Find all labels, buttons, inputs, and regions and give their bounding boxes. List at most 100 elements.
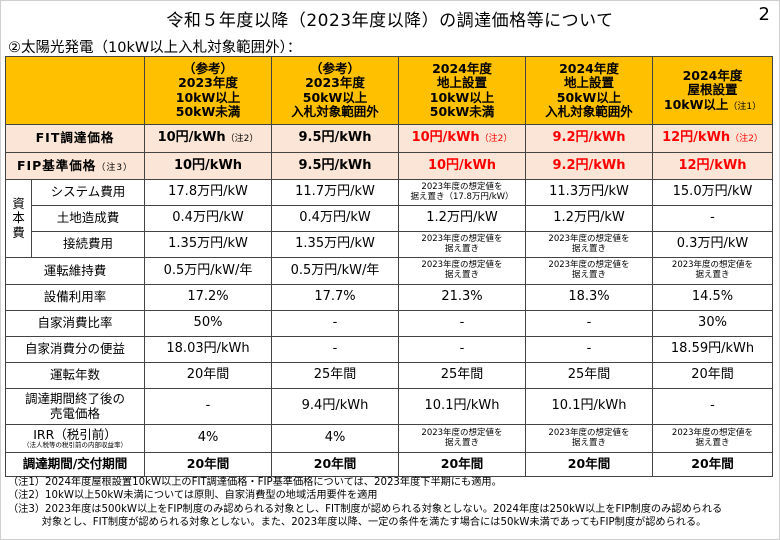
self-consumption-benefit-row: 自家消費分の便益 18.03円/kWh - - - 18.59円/kWh bbox=[5, 336, 773, 363]
period-cell: 20年間 bbox=[398, 452, 526, 477]
column-header-2024-ground-small: 2024年度 地上設置 10kW以上 50kW未満 bbox=[398, 56, 526, 125]
om-cost-cell: 2023年度の想定値を 据え置き bbox=[525, 257, 653, 285]
land-cost-cell: 1.2万円/kW bbox=[525, 205, 653, 232]
connection-cost-cell: 1.35万円/kW bbox=[144, 231, 272, 258]
connection-cost-cell: 2023年度の想定値を 据え置き bbox=[525, 231, 653, 258]
column-header-2023-small: （参考） 2023年度 10kW以上 50kW未満 bbox=[144, 56, 272, 125]
irr-cell: 4% bbox=[144, 424, 272, 453]
om-cost-label: 運転維持費 bbox=[5, 257, 145, 285]
capacity-factor-label: 設備利用率 bbox=[5, 284, 145, 311]
om-cost-cell: 0.5万円/kW/年 bbox=[144, 257, 272, 285]
system-cost-cell: 15.0万円/kW bbox=[652, 179, 773, 206]
system-cost-label: システム費用 bbox=[31, 179, 145, 206]
irr-cell: 4% bbox=[271, 424, 399, 453]
operating-years-cell: 20年間 bbox=[144, 362, 272, 389]
system-cost-row: 資本費 システム費用 17.8万円/kW 11.7万円/kW 2023年度の想定… bbox=[5, 179, 773, 258]
operating-years-label: 運転年数 bbox=[5, 362, 145, 389]
post-period-price-row: 調達期間終了後の 売電価格 - 9.4円/kWh 10.1円/kWh 10.1円/… bbox=[5, 388, 773, 425]
capital-cost-group-label: 資本費 bbox=[5, 179, 32, 258]
om-cost-cell: 2023年度の想定値を 据え置き bbox=[652, 257, 773, 285]
fit-price-cell: 9.2円/kWh bbox=[525, 124, 653, 153]
land-cost-cell: 0.4万円/kW bbox=[144, 205, 272, 232]
land-cost-cell: 0.4万円/kW bbox=[271, 205, 399, 232]
post-period-price-cell: - bbox=[144, 388, 272, 425]
self-consumption-ratio-cell: - bbox=[271, 310, 399, 337]
post-period-price-cell: 9.4円/kWh bbox=[271, 388, 399, 425]
footnotes: （注1）2024年度屋根設置10kW以上のFIT調達価格・FIP基準価格について… bbox=[8, 476, 773, 530]
land-cost-label: 土地造成費 bbox=[31, 205, 145, 232]
page-number: 2 bbox=[758, 4, 770, 25]
self-consumption-ratio-cell: - bbox=[398, 310, 526, 337]
post-period-price-cell: - bbox=[652, 388, 773, 425]
self-consumption-benefit-cell: 18.03円/kWh bbox=[144, 336, 272, 363]
footnote-1: （注1）2024年度屋根設置10kW以上のFIT調達価格・FIP基準価格について… bbox=[8, 477, 502, 488]
fip-price-cell: 10円/kWh bbox=[144, 152, 272, 180]
header-corner bbox=[5, 56, 145, 125]
self-consumption-benefit-cell: 18.59円/kWh bbox=[652, 336, 773, 363]
self-consumption-ratio-cell: - bbox=[525, 310, 653, 337]
fip-price-cell: 10円/kWh bbox=[398, 152, 526, 180]
footnote-3: （注3）2023年度は500kW以上をFIP制度のみ認められる対象とし、FIT制… bbox=[8, 503, 723, 515]
capacity-factor-cell: 21.3% bbox=[398, 284, 526, 311]
system-cost-cell: 2023年度の想定値を 据え置き（17.8万円/kW） bbox=[398, 179, 526, 206]
fip-price-cell: 9.2円/kWh bbox=[525, 152, 653, 180]
self-consumption-ratio-row: 自家消費比率 50% - - - 30% bbox=[5, 310, 773, 337]
capacity-factor-row: 設備利用率 17.2% 17.7% 21.3% 18.3% 14.5% bbox=[5, 284, 773, 311]
fit-price-cell: 10円/kWh（注2） bbox=[398, 124, 526, 153]
irr-cell: 2023年度の想定値を 据え置き bbox=[652, 424, 773, 453]
period-label: 調達期間/交付期間 bbox=[5, 452, 145, 477]
section-subtitle: ②太陽光発電（10kW以上入札対象範囲外）： bbox=[8, 40, 302, 56]
capacity-factor-cell: 17.2% bbox=[144, 284, 272, 311]
column-header-2024-ground-large: 2024年度 地上設置 50kW以上 入札対象範囲外 bbox=[525, 56, 653, 125]
tariff-table: （参考） 2023年度 10kW以上 50kW未満 （参考） 2023年度 50kW以上入… bbox=[5, 56, 773, 477]
om-cost-row: 運転維持費 0.5万円/kW/年 0.5万円/kW/年 2023年度の想定値を据… bbox=[5, 257, 773, 285]
footnote-2: （注2）10kW以上50kW未満については原則、自家消費型の地域活用要件を適用 bbox=[8, 490, 378, 502]
fit-price-cell: 12円/kWh（注2） bbox=[652, 124, 773, 153]
irr-sublabel: （法人税等の税引前の内部収益率） bbox=[23, 441, 127, 450]
fit-price-cell: 10円/kWh（注2） bbox=[144, 124, 272, 153]
fip-price-label: FIP基準価格（注3） bbox=[5, 152, 145, 180]
self-consumption-benefit-cell: - bbox=[525, 336, 653, 363]
post-period-price-cell: 10.1円/kWh bbox=[525, 388, 653, 425]
operating-years-cell: 20年間 bbox=[652, 362, 773, 389]
period-cell: 20年間 bbox=[271, 452, 399, 477]
fit-price-cell: 9.5円/kWh bbox=[271, 124, 399, 153]
connection-cost-row: 接続費用 1.35万円/kW 1.35万円/kW 2023年度の想定値を 据え置き… bbox=[6, 231, 773, 258]
land-cost-cell: 1.2万円/kW bbox=[398, 205, 526, 232]
om-cost-cell: 0.5万円/kW/年 bbox=[271, 257, 399, 285]
land-cost-cell: - bbox=[652, 205, 773, 232]
period-cell: 20年間 bbox=[525, 452, 653, 477]
self-consumption-benefit-cell: - bbox=[271, 336, 399, 363]
connection-cost-cell: 0.3万円/kW bbox=[652, 231, 773, 258]
self-consumption-benefit-label: 自家消費分の便益 bbox=[5, 336, 145, 363]
system-cost-cell: 11.7万円/kW bbox=[271, 179, 399, 206]
period-cell: 20年間 bbox=[144, 452, 272, 477]
fit-price-label: FIT調達価格 bbox=[5, 124, 145, 153]
period-row: 調達期間/交付期間 20年間 20年間 20年間 20年間 20年間 bbox=[5, 452, 773, 477]
fip-price-cell: 9.5円/kWh bbox=[271, 152, 399, 180]
capacity-factor-cell: 14.5% bbox=[652, 284, 773, 311]
irr-row: IRR（税引前） （法人税等の税引前の内部収益率） 4% 4% 2023年度の想定… bbox=[5, 424, 773, 453]
column-header-2024-roof: 2024年度 屋根設置 10kW以上（注1） bbox=[652, 56, 773, 125]
capacity-factor-cell: 17.7% bbox=[271, 284, 399, 311]
irr-label: IRR（税引前） （法人税等の税引前の内部収益率） bbox=[5, 424, 145, 453]
irr-cell: 2023年度の想定値を 据え置き bbox=[525, 424, 653, 453]
system-cost-cell: 17.8万円/kW bbox=[144, 179, 272, 206]
self-consumption-ratio-label: 自家消費比率 bbox=[5, 310, 145, 337]
footnote-3-continued: 対象とし、FIT制度が認められる対象としない。また、2023年度以降、一定の条件… bbox=[8, 517, 707, 529]
connection-cost-cell: 1.35万円/kW bbox=[271, 231, 399, 258]
irr-cell: 2023年度の想定値を 据え置き bbox=[398, 424, 526, 453]
self-consumption-ratio-cell: 50% bbox=[144, 310, 272, 337]
column-header-2023-large: （参考） 2023年度 50kW以上 入札対象範囲外 bbox=[271, 56, 399, 125]
land-cost-row: 土地造成費 0.4万円/kW 0.4万円/kW 1.2万円/kW 1.2万円/k… bbox=[6, 205, 773, 232]
period-cell: 20年間 bbox=[652, 452, 773, 477]
om-cost-cell: 2023年度の想定値を 据え置き bbox=[398, 257, 526, 285]
post-period-price-label: 調達期間終了後の 売電価格 bbox=[5, 388, 145, 425]
operating-years-cell: 25年間 bbox=[525, 362, 653, 389]
fip-price-row: FIP基準価格（注3） 10円/kWh 9.5円/kWh 10円/kWh 9.2… bbox=[5, 152, 773, 180]
capacity-factor-cell: 18.3% bbox=[525, 284, 653, 311]
post-period-price-cell: 10.1円/kWh bbox=[398, 388, 526, 425]
operating-years-row: 運転年数 20年間 25年間 25年間 25年間 20年間 bbox=[5, 362, 773, 389]
page-title: 令和５年度以降（2023年度以降）の調達価格等について bbox=[166, 11, 614, 31]
system-cost-cell: 11.3万円/kW bbox=[525, 179, 653, 206]
